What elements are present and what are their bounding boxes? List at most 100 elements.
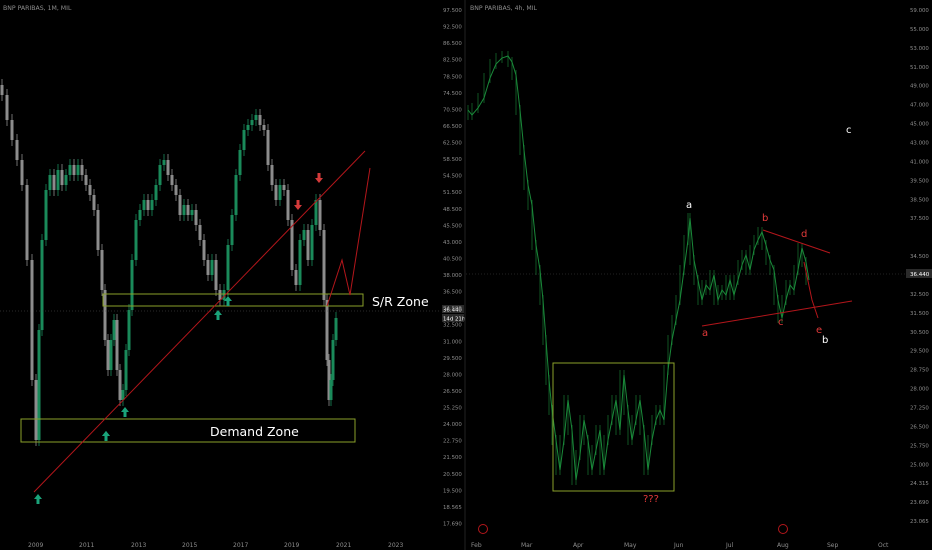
left-candle-body [76, 165, 80, 175]
mid-y-tick-label: 82.500 [443, 58, 462, 64]
left-candle-body [134, 220, 138, 260]
mid-y-tick-label: 24.000 [443, 422, 462, 428]
up-arrow-marker [102, 431, 110, 441]
right-price-path [467, 55, 810, 481]
down-arrow-marker [294, 200, 302, 210]
mid-y-tick-label: 19.500 [443, 488, 462, 494]
right-y-tick-label: 55.000 [910, 27, 929, 33]
right-y-tick-label: 26.500 [910, 424, 929, 430]
mid-y-tick-label: 66.500 [443, 124, 462, 130]
left-candle-body [48, 175, 52, 190]
right-upper-trendline [762, 229, 831, 254]
right-y-tick-label: 39.500 [910, 178, 929, 184]
right-y-tick-label: 51.000 [910, 65, 929, 71]
left-candle-body [238, 150, 242, 175]
left-chart-title: BNP PARIBAS, 1M, MIL [3, 5, 72, 12]
left-candle-body [124, 350, 128, 390]
left-candle-body [162, 160, 166, 165]
wave-label-b-red: b [762, 213, 768, 224]
left-countdown-tag: 14d 21h [443, 317, 465, 323]
right-price-tag-bg [906, 269, 932, 278]
left-candle-body [68, 165, 72, 175]
mid-y-tick-label: 51.500 [443, 190, 462, 196]
left-arrows-group [34, 173, 323, 504]
left-x-tick-label: 2013 [131, 542, 146, 549]
left-x-tick-label: 2019 [284, 542, 299, 549]
up-arrow-marker [34, 494, 42, 504]
left-candle-body [302, 230, 306, 240]
left-countdown-tag-bg [442, 314, 464, 322]
right-x-tick-label: Jul [725, 542, 734, 549]
left-candle-body [202, 240, 206, 260]
left-candles-group [0, 79, 338, 446]
right-price-series [467, 51, 810, 485]
left-candle-body [234, 175, 238, 215]
left-candle-body [254, 115, 258, 120]
right-y-axis: 59.000 55.000 53.000 51.000 49.000 47.000 45.0… [910, 8, 929, 525]
left-chart-panel: BNP PARIBAS, 1M, MIL S/R Zone Demand Zon… [0, 0, 465, 550]
left-candle-body [84, 175, 88, 185]
up-arrow-marker [214, 310, 222, 320]
right-x-tick-label: Apr [573, 542, 584, 549]
left-price-tag: 36.440 [443, 308, 462, 314]
right-y-tick-label: 45.000 [910, 122, 929, 128]
right-y-tick-label: 53.000 [910, 46, 929, 52]
right-y-tick-label: 38.500 [910, 197, 929, 203]
event-marker-1[interactable] [478, 524, 488, 534]
mid-y-tick-label: 26.500 [443, 389, 462, 395]
right-y-tick-label: 32.500 [910, 292, 929, 298]
mid-y-tick-label: 22.750 [443, 439, 462, 445]
right-y-tick-label: 59.000 [910, 8, 929, 14]
left-candle-body [25, 185, 29, 260]
left-candle-body [250, 120, 254, 125]
mid-y-tick-label: 92.500 [443, 25, 462, 31]
mid-y-tick-label: 28.000 [443, 372, 462, 378]
mid-y-tick-label: 34.500 [443, 306, 462, 312]
question-marks-label: ??? [643, 494, 659, 505]
left-candle-body [118, 370, 122, 400]
right-y-tick-label: 31.500 [910, 311, 929, 317]
left-candle-body [30, 260, 34, 380]
left-candle-body [150, 200, 154, 210]
right-y-tick-label: 47.000 [910, 103, 929, 109]
left-x-tick-label: 2015 [182, 542, 197, 549]
mid-y-tick-label: 17.690 [443, 521, 462, 527]
right-x-tick-label: Feb [471, 542, 482, 549]
projection-line [326, 167, 371, 307]
left-candle-body [138, 210, 142, 220]
wave-label-a-white: a [686, 200, 692, 211]
left-candle-body [206, 260, 210, 275]
left-candle-body [56, 170, 60, 190]
right-y-tick-label: 28.750 [910, 368, 929, 374]
left-candle-body [44, 190, 48, 240]
mid-y-tick-label: 58.500 [443, 157, 462, 163]
left-candle-body [170, 175, 174, 185]
left-candle-body [331, 340, 335, 380]
right-y-tick-label: 30.500 [910, 330, 929, 336]
left-candle-body [96, 210, 100, 250]
wave-label-b-white: b [822, 335, 828, 346]
right-x-tick-label: Jun [673, 542, 684, 549]
left-candle-body [64, 175, 68, 185]
left-candle-body [314, 200, 318, 225]
right-y-tick-label: 28.000 [910, 387, 929, 393]
mid-y-tick-label: 36.500 [443, 290, 462, 296]
left-candle-body [327, 360, 331, 400]
mid-y-tick-label: 40.500 [443, 256, 462, 262]
left-candle-body [92, 195, 96, 210]
mid-y-tick-label: 97.500 [443, 8, 462, 14]
left-x-axis: 2009 2011 2013 2015 2017 2019 2021 2023 [28, 542, 403, 549]
left-candle-body [329, 380, 333, 400]
left-candle-body [334, 318, 338, 340]
left-candle-body [210, 260, 214, 275]
right-y-tick-label: 43.000 [910, 141, 929, 147]
left-candle-body [322, 230, 326, 300]
event-marker-2[interactable] [778, 524, 788, 534]
right-range-box [552, 362, 675, 492]
left-candle-body [142, 200, 146, 210]
left-candle-body [178, 195, 182, 215]
left-candle-body [158, 165, 162, 185]
sr-zone-box [102, 293, 364, 307]
right-y-tick-label: 23.690 [910, 500, 929, 506]
